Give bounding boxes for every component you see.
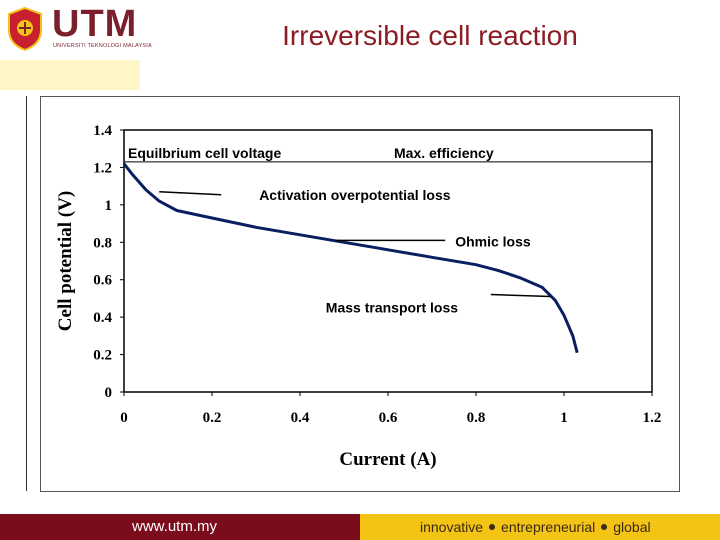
x-tick-label-1: 0.2: [203, 410, 222, 426]
x-tick-label-3: 0.6: [379, 410, 398, 426]
y-axis-label: Cell potential (V): [55, 191, 76, 331]
annotation-label-0: Activation overpotential loss: [259, 187, 451, 203]
x-axis-label: Current (A): [339, 449, 436, 470]
y-tick-label-2: 0.4: [93, 310, 112, 326]
y-tick-label-5: 1: [105, 198, 113, 214]
bullet-icon: [601, 524, 608, 531]
equilibrium-voltage-label: Equilbrium cell voltage: [128, 145, 281, 161]
tagline-innovative: innovative: [420, 519, 484, 535]
logo-band: [0, 60, 140, 90]
plot-area: [123, 129, 653, 393]
y-tick-label-3: 0.6: [93, 273, 112, 289]
y-tick-label-7: 1.4: [93, 123, 112, 139]
cell-potential-curve: [122, 162, 579, 354]
footer-tagline: innovative entrepreneurial global: [420, 519, 651, 535]
y-tick-label-1: 0.2: [93, 348, 112, 364]
annotation-leader-2: [490, 293, 551, 298]
loss-annotations: Activation overpotential loss Ohmic loss M…: [159, 187, 551, 316]
footer-url[interactable]: www.utm.my: [132, 518, 218, 535]
x-tick-label-5: 1: [560, 410, 568, 426]
slide-divider: [26, 96, 27, 491]
logo-subtext: UNIVERSITI TEKNOLOGI MALAYSIA: [53, 43, 152, 49]
slide-title: Irreversible cell reaction: [282, 20, 578, 51]
annotation-label-2: Mass transport loss: [326, 300, 458, 316]
x-tick-label-4: 0.8: [467, 410, 486, 426]
x-tick-label-2: 0.4: [291, 410, 310, 426]
tagline-entrepreneurial: entrepreneurial: [501, 519, 596, 535]
bullet-icon: [489, 524, 496, 531]
tagline-global: global: [613, 519, 651, 535]
y-tick-label-0: 0: [105, 385, 113, 401]
polarization-curve-chart: 0 0.2 0.4 0.6 0.8 1 1.2 1.4 0 0.2 0.4 0.6 0.8 1 1.2 E…: [55, 123, 661, 470]
annotation-leader-0: [159, 191, 222, 196]
utm-logo: UTM UNIVERSITI TEKNOLOGI MALAYSIA: [0, 0, 152, 90]
x-tick-label-6: 1.2: [643, 410, 662, 426]
annotation-label-1: Ohmic loss: [455, 233, 531, 249]
logo-wordmark: UTM: [52, 3, 138, 45]
y-axis-ticks: 0 0.2 0.4 0.6 0.8 1 1.2 1.4: [93, 123, 124, 401]
crest-icon: [8, 6, 42, 52]
x-tick-label-0: 0: [120, 410, 128, 426]
footer-bar: www.utm.my innovative entrepreneurial glob…: [0, 514, 720, 540]
footer-gold-band: [360, 514, 720, 540]
x-axis-ticks: 0 0.2 0.4 0.6 0.8 1 1.2: [120, 392, 661, 426]
y-tick-label-4: 0.8: [93, 235, 112, 251]
max-efficiency-label: Max. efficiency: [394, 145, 494, 161]
y-tick-label-6: 1.2: [93, 160, 112, 176]
chart-frame: 0 0.2 0.4 0.6 0.8 1 1.2 1.4 0 0.2 0.4 0.6 0.8 1 1.2 E…: [40, 96, 680, 492]
